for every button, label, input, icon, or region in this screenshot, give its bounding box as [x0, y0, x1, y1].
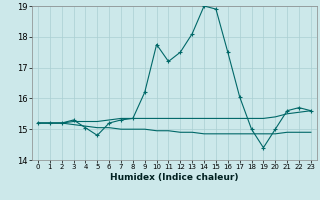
X-axis label: Humidex (Indice chaleur): Humidex (Indice chaleur): [110, 173, 239, 182]
